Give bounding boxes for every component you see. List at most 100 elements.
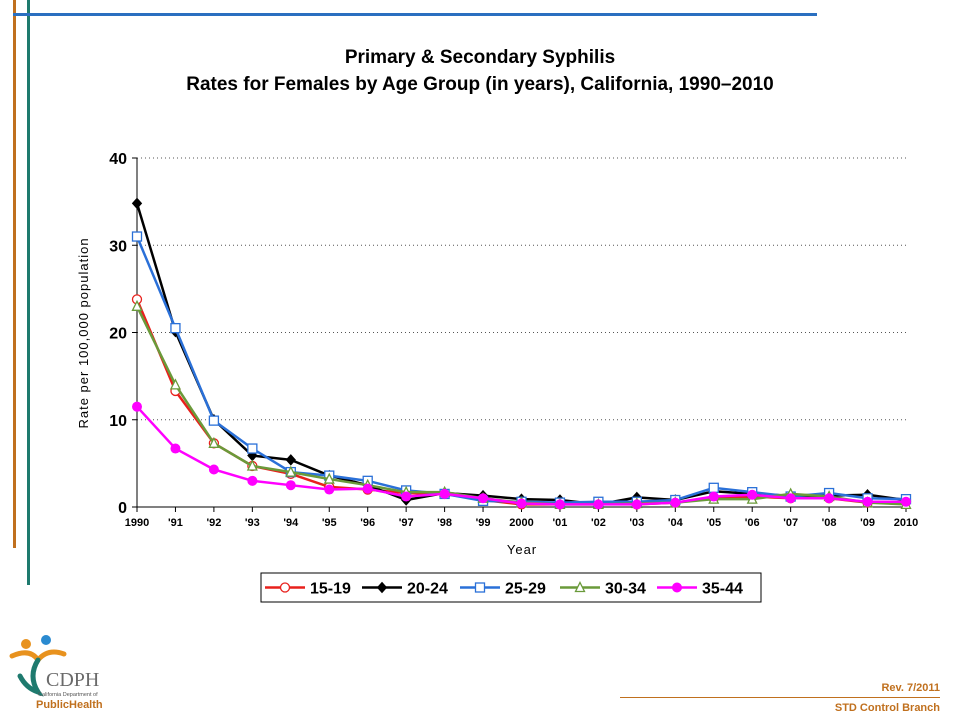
y-tick-label: 40 bbox=[109, 151, 127, 168]
x-tick-label: '95 bbox=[322, 517, 337, 529]
y-tick-label: 30 bbox=[109, 238, 127, 255]
series-35-44 bbox=[132, 401, 911, 510]
data-point bbox=[170, 443, 181, 454]
legend-swatch-marker bbox=[279, 582, 291, 593]
data-point bbox=[247, 475, 258, 486]
data-point bbox=[901, 496, 911, 507]
data-point bbox=[478, 493, 489, 504]
x-tick-label: 1990 bbox=[125, 517, 149, 529]
x-tick-label: '03 bbox=[629, 517, 644, 529]
data-point bbox=[785, 493, 796, 504]
data-point bbox=[285, 465, 297, 477]
series-line bbox=[135, 298, 907, 506]
chart-legend: 15-19 20-24 25-29 30-34 35-44 bbox=[260, 572, 762, 603]
data-point bbox=[631, 499, 642, 510]
legend-box bbox=[260, 572, 762, 603]
data-point bbox=[285, 480, 296, 491]
data-point bbox=[747, 489, 758, 500]
chart-axes bbox=[132, 157, 907, 512]
cdph-logo: CDPH California Department of PublicHeal… bbox=[9, 635, 103, 711]
chart-title: Primary & Secondary Syphilis Rates for F… bbox=[0, 44, 960, 98]
y-tick-label: 0 bbox=[118, 500, 127, 517]
chart-title-line-2: Rates for Females by Age Group (in years… bbox=[186, 74, 774, 95]
data-point bbox=[323, 472, 335, 484]
data-point bbox=[131, 231, 143, 242]
legend-swatch-marker bbox=[574, 581, 586, 593]
x-tick-label: '07 bbox=[783, 517, 798, 529]
data-point bbox=[132, 401, 142, 412]
data-point bbox=[862, 496, 873, 507]
logo-figure-head-orange bbox=[21, 639, 31, 649]
y-tick-label: 20 bbox=[109, 326, 127, 343]
data-point bbox=[208, 436, 220, 448]
data-point bbox=[208, 464, 219, 475]
legend-label: 20-24 bbox=[407, 581, 448, 598]
x-tick-label: '93 bbox=[245, 517, 260, 529]
footer-divider bbox=[620, 697, 940, 698]
logo-figure-body bbox=[17, 657, 44, 697]
line-chart: 0 10 20 30 40 1990 '91 '92 '93 '94 '95 '96 '97 '98 '9… bbox=[76, 151, 918, 603]
x-tick-label: '99 bbox=[476, 517, 491, 529]
x-tick-label: 2000 bbox=[509, 517, 533, 529]
x-tick-label: '92 bbox=[206, 517, 221, 529]
data-point bbox=[554, 499, 565, 510]
data-point bbox=[208, 415, 220, 426]
series-15-19 bbox=[131, 294, 912, 510]
legend-swatch-marker bbox=[672, 582, 682, 593]
legend-swatch-marker bbox=[474, 582, 486, 593]
data-point bbox=[516, 498, 527, 509]
data-point bbox=[246, 459, 258, 471]
x-tick-label: '08 bbox=[822, 517, 837, 529]
legend-item-35-44: 35-44 bbox=[657, 581, 743, 598]
x-tick-label: '96 bbox=[360, 517, 375, 529]
y-axis-tick-labels: 0 10 20 30 40 bbox=[109, 151, 127, 517]
legend-label: 30-34 bbox=[605, 581, 646, 598]
data-point bbox=[362, 483, 373, 494]
x-tick-label: '06 bbox=[745, 517, 760, 529]
data-point bbox=[708, 491, 719, 502]
data-point bbox=[169, 378, 182, 390]
data-point bbox=[324, 484, 335, 495]
data-point bbox=[285, 454, 296, 466]
y-axis-label: Rate per 100,000 population bbox=[76, 237, 91, 428]
data-point bbox=[131, 197, 143, 210]
data-point bbox=[131, 299, 143, 311]
y-tick-label: 10 bbox=[109, 413, 127, 430]
legend-label: 15-19 bbox=[310, 581, 351, 598]
data-point bbox=[247, 443, 258, 454]
legend-swatch-marker bbox=[376, 581, 388, 594]
x-tick-label: '97 bbox=[399, 517, 414, 529]
x-tick-label: 2010 bbox=[894, 517, 918, 529]
x-tick-label: '91 bbox=[168, 517, 183, 529]
chart-series bbox=[131, 197, 912, 511]
logo-name: PublicHealth bbox=[36, 699, 103, 711]
legend-item-30-34: 30-34 bbox=[560, 581, 646, 598]
legend-label: 35-44 bbox=[702, 581, 743, 598]
x-tick-label: '02 bbox=[591, 517, 606, 529]
logo-org: California Department of bbox=[38, 692, 98, 698]
x-tick-label: '98 bbox=[437, 517, 452, 529]
series-line bbox=[135, 305, 907, 506]
logo-acronym: CDPH bbox=[46, 669, 99, 691]
logo-figure-head-blue bbox=[41, 635, 51, 645]
x-axis-label: Year bbox=[507, 542, 537, 557]
x-axis-tick-labels: 1990 '91 '92 '93 '94 '95 '96 '97 '98 '99 2000 '01 '0… bbox=[125, 517, 918, 529]
data-point bbox=[439, 488, 450, 499]
legend-item-20-24: 20-24 bbox=[362, 581, 448, 598]
data-point bbox=[708, 482, 719, 493]
revision-date: Rev. 7/2011 bbox=[881, 682, 940, 694]
x-tick-label: '04 bbox=[668, 517, 684, 529]
data-point bbox=[824, 493, 835, 504]
legend-label: 25-29 bbox=[505, 581, 546, 598]
data-point bbox=[670, 497, 681, 508]
chart-title-line-1: Primary & Secondary Syphilis bbox=[344, 47, 616, 68]
legend-item-25-29: 25-29 bbox=[460, 581, 546, 598]
grid-lines bbox=[137, 157, 906, 421]
branch-name: STD Control Branch bbox=[834, 702, 940, 714]
x-tick-label: '01 bbox=[553, 517, 568, 529]
data-point bbox=[170, 322, 181, 334]
decorative-vertical-line-teal bbox=[27, 0, 30, 585]
legend-item-15-19: 15-19 bbox=[265, 581, 351, 598]
decorative-horizontal-line-blue bbox=[13, 13, 817, 16]
data-point bbox=[593, 499, 604, 510]
